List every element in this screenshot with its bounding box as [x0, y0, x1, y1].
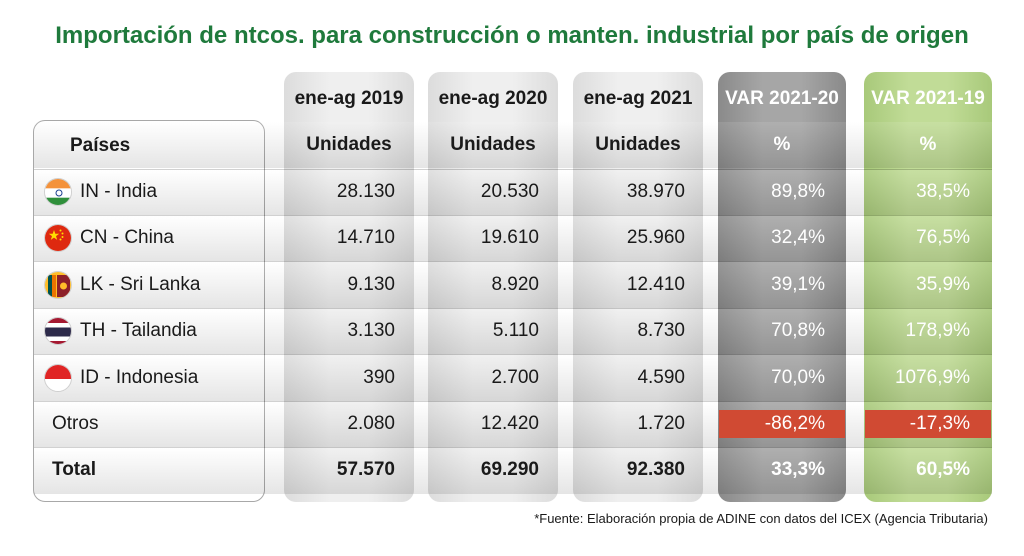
- table-cell: 12.420: [480, 413, 539, 434]
- total-cell: 33,3%: [771, 459, 825, 480]
- country-label: ID - Indonesia: [80, 367, 199, 388]
- total-label: Total: [52, 459, 96, 480]
- row-divider: [34, 354, 992, 355]
- row-divider: [34, 447, 992, 448]
- negative-highlight-var-2021-20: [719, 410, 845, 438]
- table-cell: 4.590: [637, 367, 685, 388]
- column-header-period: ene-ag 2020: [438, 88, 548, 109]
- table-cell: 20.530: [480, 181, 539, 202]
- thailand-flag-icon: [44, 317, 72, 345]
- column-header-unit: Unidades: [450, 134, 536, 155]
- row-divider: [34, 261, 992, 262]
- table-cell: 2.080: [347, 413, 395, 434]
- table-cell: 89,8%: [771, 181, 825, 202]
- row-band: [34, 355, 992, 401]
- table-cell: 12.410: [626, 274, 685, 295]
- row-band: [34, 216, 992, 261]
- table-cell: 70,0%: [771, 367, 825, 388]
- table-cell: 1076,9%: [894, 367, 970, 388]
- indonesia-flag-icon: [44, 364, 72, 392]
- country-label: LK - Sri Lanka: [80, 274, 201, 295]
- column-header-unit: Unidades: [595, 134, 681, 155]
- table-cell: 5.110: [492, 320, 539, 341]
- table-cell: 25.960: [626, 227, 685, 248]
- column-header-period: VAR 2021-20: [725, 88, 839, 109]
- table-cell: 28.130: [336, 181, 395, 202]
- table-cell: 8.920: [491, 274, 539, 295]
- column-header-period: ene-ag 2021: [583, 88, 693, 109]
- total-cell: 92.380: [626, 459, 685, 480]
- negative-highlight-var-2021-19: [865, 410, 991, 438]
- table-cell: 39,1%: [771, 274, 825, 295]
- country-label: TH - Tailandia: [80, 320, 197, 341]
- row-header-label: Países: [70, 135, 131, 156]
- chart-title: Importación de ntcos. para construcción …: [55, 22, 969, 49]
- country-label: CN - China: [80, 227, 174, 248]
- column-header-period: ene-ag 2019: [294, 88, 404, 109]
- column-background-2019: [284, 72, 414, 502]
- table-cell: 178,9%: [905, 320, 970, 341]
- table-cell: 8.730: [637, 320, 685, 341]
- row-band: [34, 309, 992, 354]
- total-cell: 60,5%: [916, 459, 970, 480]
- country-column-frame: [33, 120, 265, 502]
- table-cell: 35,9%: [916, 274, 970, 295]
- india-flag-icon: [44, 178, 72, 206]
- table-cell: -86,2%: [764, 413, 825, 434]
- table-cell: 38,5%: [916, 181, 970, 202]
- row-divider: [34, 401, 992, 402]
- column-header-unit: %: [773, 134, 791, 155]
- column-background-2020: [428, 72, 558, 502]
- table-cell: 38.970: [626, 181, 685, 202]
- country-label: Otros: [52, 413, 99, 434]
- total-cell: 57.570: [336, 459, 395, 480]
- row-divider: [34, 215, 992, 216]
- table-cell: 76,5%: [916, 227, 970, 248]
- table-cell: 9.130: [347, 274, 395, 295]
- total-cell: 69.290: [480, 459, 539, 480]
- row-band-header: [34, 122, 992, 168]
- table-cell: 2.700: [491, 367, 539, 388]
- column-background-2021: [573, 72, 703, 502]
- column-header-period: VAR 2021-19: [871, 88, 985, 109]
- table-cell: 14.710: [336, 227, 395, 248]
- sri-lanka-flag-icon: [44, 271, 72, 299]
- table-cell: 1.720: [637, 413, 685, 434]
- row-band: [34, 262, 992, 308]
- table-cell: 32,4%: [771, 227, 825, 248]
- table-cell: 390: [363, 367, 395, 388]
- country-label: IN - India: [80, 181, 158, 202]
- column-header-unit: %: [919, 134, 937, 155]
- source-footnote: *Fuente: Elaboración propia de ADINE con…: [534, 511, 988, 526]
- row-divider: [34, 308, 992, 309]
- row-divider: [34, 169, 992, 170]
- china-flag-icon: [44, 224, 72, 252]
- row-band-total: [34, 448, 992, 494]
- table-cell: 70,8%: [771, 320, 825, 341]
- column-header-unit: Unidades: [306, 134, 392, 155]
- row-band: [34, 170, 992, 215]
- table-cell: 3.130: [347, 320, 395, 341]
- table-cell: 19.610: [480, 227, 539, 248]
- table-cell: -17,3%: [909, 413, 970, 434]
